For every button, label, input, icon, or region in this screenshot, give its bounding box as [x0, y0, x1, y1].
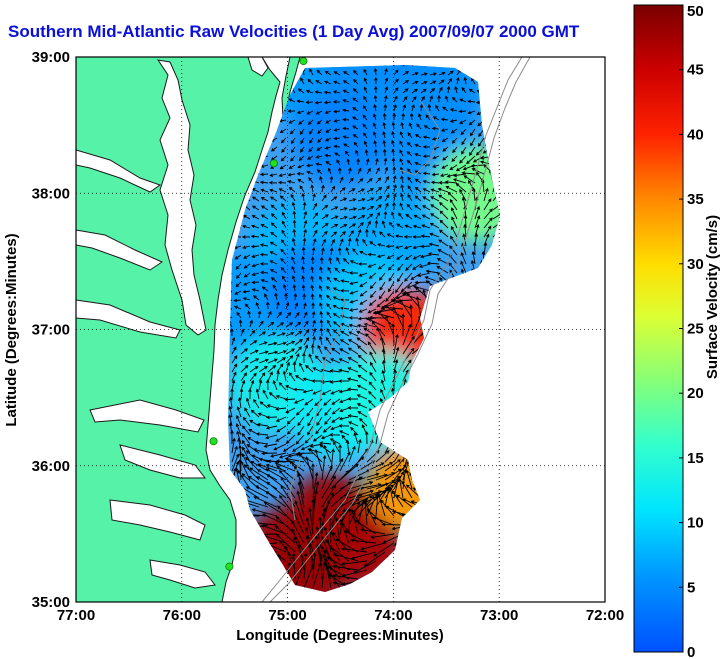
y-tick-label: 39:00 — [32, 49, 70, 66]
colorbar-tick-label: 50 — [687, 3, 704, 20]
x-tick-label: 77:00 — [57, 607, 95, 624]
chart-title: Southern Mid-Atlantic Raw Velocities (1 … — [8, 22, 580, 41]
y-axis-ticks: 35:00 36:00 37:00 38:00 39:00 — [32, 49, 70, 611]
velocity-blob — [292, 90, 389, 187]
grid-lines — [76, 57, 605, 602]
colorbar: 0 5 10 15 20 25 30 35 40 45 50 Surface Velocity (c… — [633, 3, 721, 659]
y-tick-label: 37:00 — [32, 322, 70, 339]
colorbar-tick-label: 15 — [687, 450, 704, 467]
x-axis-label: Longitude (Degrees:Minutes) — [236, 627, 444, 644]
x-tick-label: 74:00 — [374, 607, 412, 624]
y-axis-label: Latitude (Degrees:Minutes) — [3, 233, 20, 426]
x-axis-ticks: 77:00 76:00 75:00 74:00 73:00 72:00 — [57, 607, 624, 624]
x-tick-label: 75:00 — [268, 607, 306, 624]
y-tick-label: 38:00 — [32, 185, 70, 202]
colorbar-ticks: 0 5 10 15 20 25 30 35 40 45 50 — [679, 3, 704, 659]
colorbar-tick-label: 35 — [687, 191, 704, 208]
colorbar-gradient — [633, 4, 684, 653]
colorbar-tick-label: 5 — [687, 579, 695, 596]
station-marker — [209, 437, 218, 446]
colorbar-tick-label: 45 — [687, 62, 704, 79]
x-tick-label: 76:00 — [163, 607, 201, 624]
y-tick-label: 36:00 — [32, 458, 70, 475]
delaware-bay — [247, 57, 269, 77]
colorbar-tick-label: 25 — [687, 321, 704, 338]
map-plot-area — [75, 56, 606, 603]
station-marker — [299, 57, 308, 66]
x-tick-label: 72:00 — [586, 607, 624, 624]
plot-frame — [75, 56, 606, 603]
bathymetry-contours — [261, 57, 531, 602]
y-tick-label: 35:00 — [32, 594, 70, 611]
colorbar-tick-label: 10 — [687, 515, 704, 532]
x-tick-label: 73:00 — [480, 607, 518, 624]
station-marker — [269, 159, 278, 168]
velocity-blob — [430, 145, 500, 242]
station-markers — [209, 57, 308, 571]
colorbar-label: Surface Velocity (cm/s) — [704, 215, 721, 379]
colorbar-tick-label: 0 — [687, 644, 695, 659]
station-marker — [225, 562, 234, 571]
colorbar-tick-label: 40 — [687, 126, 704, 143]
colorbar-tick-label: 20 — [687, 385, 704, 402]
colorbar-tick-label: 30 — [687, 256, 704, 273]
river-inlets — [76, 149, 216, 589]
